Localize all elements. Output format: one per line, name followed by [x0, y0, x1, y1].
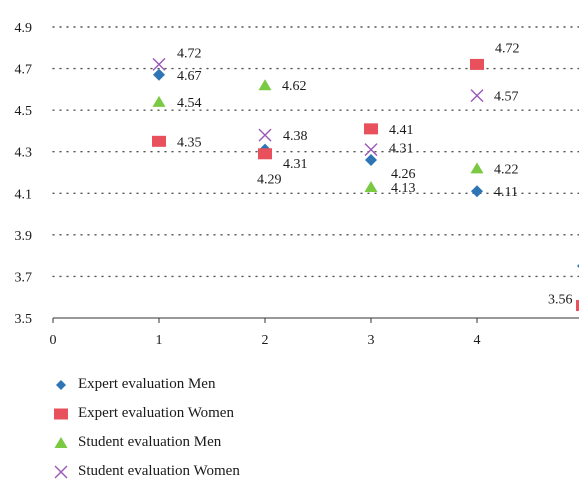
data-label: 4.57 [494, 90, 519, 105]
data-point [471, 90, 483, 102]
data-label: 4.35 [177, 135, 202, 150]
data-point [365, 154, 377, 166]
data-point [259, 79, 272, 90]
x-tick-label: 1 [156, 333, 163, 348]
data-point [471, 162, 484, 173]
legend-marker-shape [54, 408, 68, 419]
data-label: 4.13 [391, 181, 416, 196]
data-label: 4.54 [177, 96, 202, 111]
data-label: 4.41 [389, 123, 414, 138]
legend-item: Expert evaluation Women [52, 399, 240, 428]
legend-label: Student evaluation Men [78, 434, 221, 451]
legend-label: Expert evaluation Women [78, 405, 234, 422]
y-tick-label: 3.9 [15, 229, 33, 244]
y-tick-label: 3.7 [15, 270, 33, 285]
y-tick-label: 4.7 [15, 63, 33, 78]
legend-label: Student evaluation Women [78, 463, 240, 480]
legend-marker-shape [55, 437, 68, 448]
legend-marker-shape [55, 466, 67, 478]
data-labels: 4.67 4.29 4.26 4.11 4.35 4.31 4.41 4.72 3.56 4.54… [177, 41, 573, 307]
data-label: 4.29 [257, 173, 282, 188]
legend-marker [52, 376, 70, 394]
legend-item: Student evaluation Men [52, 428, 240, 457]
data-label: 4.11 [494, 185, 518, 200]
data-point [470, 59, 484, 70]
y-tick-label: 4.5 [15, 104, 33, 119]
legend-item: Expert evaluation Men [52, 370, 240, 399]
x-tick-label: 3 [368, 333, 375, 348]
y-tick-label: 3.5 [15, 312, 33, 327]
grid-lines [53, 27, 579, 276]
data-label: 4.31 [283, 157, 308, 172]
data-point [153, 96, 166, 107]
data-label: 4.72 [177, 46, 202, 61]
legend-marker-shape [56, 380, 66, 390]
legend-marker [52, 405, 70, 423]
y-tick-label: 4.9 [15, 21, 33, 36]
y-tick-label: 4.1 [15, 187, 33, 202]
legend-marker [52, 463, 70, 481]
data-label: 4.38 [283, 129, 308, 144]
data-point [153, 69, 165, 81]
data-label: 4.67 [177, 69, 202, 84]
data-point [365, 181, 378, 192]
x-tick-label: 4 [474, 333, 481, 348]
data-point [471, 185, 483, 197]
y-tick-label: 4.3 [15, 146, 33, 161]
data-label: 4.72 [495, 41, 520, 56]
data-label: 4.62 [282, 79, 307, 94]
data-label: 4.26 [391, 167, 416, 182]
data-label: 3.56 [548, 293, 573, 308]
legend-item: Student evaluation Women [52, 457, 240, 486]
legend-marker [52, 434, 70, 452]
x-tick-label: 2 [262, 333, 269, 348]
data-point [152, 136, 166, 147]
data-point [259, 129, 271, 141]
chart-legend: Expert evaluation Men Expert evaluation W… [52, 370, 240, 486]
x-tick-label: 0 [50, 333, 57, 348]
data-label: 4.31 [389, 142, 414, 157]
data-point [364, 123, 378, 134]
data-point [258, 148, 272, 159]
data-label: 4.22 [494, 162, 519, 177]
legend-label: Expert evaluation Men [78, 376, 215, 393]
data-point [365, 144, 377, 156]
